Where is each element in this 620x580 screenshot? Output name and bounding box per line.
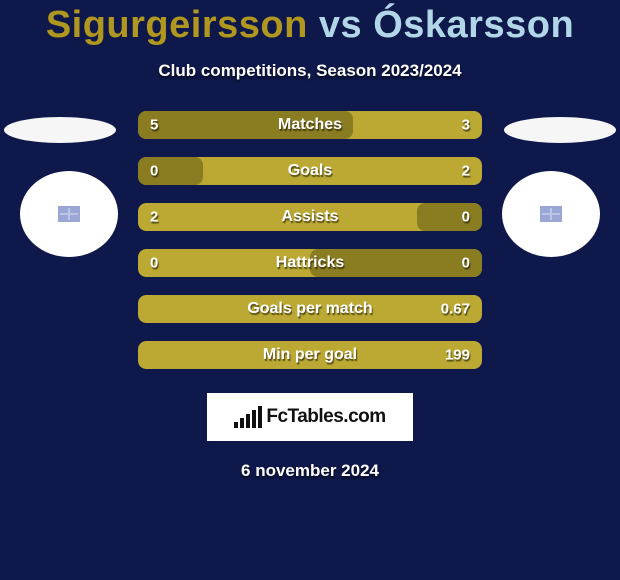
player-a-name: Sigurgeirsson bbox=[46, 4, 308, 46]
stat-value-right: 0 bbox=[462, 209, 470, 226]
stat-bar-label: Goals bbox=[288, 162, 332, 180]
player-a-avatar bbox=[20, 171, 118, 257]
stat-bars: Matches53Goals02Assists20Hattricks00Goal… bbox=[138, 103, 482, 369]
player-b-avatar bbox=[502, 171, 600, 257]
placeholder-image-icon bbox=[540, 206, 562, 222]
comparison-stage: Matches53Goals02Assists20Hattricks00Goal… bbox=[0, 103, 620, 369]
stat-bar-label: Matches bbox=[278, 116, 342, 134]
stat-value-left: 0 bbox=[150, 163, 158, 180]
footer-date: 6 november 2024 bbox=[0, 461, 620, 481]
stat-bar-label: Goals per match bbox=[247, 300, 372, 318]
stat-value-right: 3 bbox=[462, 117, 470, 134]
stat-value-right: 199 bbox=[445, 347, 470, 364]
stat-bar: Hattricks 0 0 bbox=[138, 249, 482, 277]
stat-bar: Assists 2 0 bbox=[138, 203, 482, 231]
stat-value-left: 2 bbox=[150, 209, 158, 226]
stat-bar-label: Assists bbox=[282, 208, 339, 226]
stat-bar: Goals per match 0.67 bbox=[138, 295, 482, 323]
title-vs: vs bbox=[319, 4, 362, 46]
decorative-ellipse-left bbox=[4, 117, 116, 143]
stat-value-right: 2 bbox=[462, 163, 470, 180]
decorative-ellipse-right bbox=[504, 117, 616, 143]
stat-value-left: 0 bbox=[150, 255, 158, 272]
placeholder-image-icon bbox=[58, 206, 80, 222]
stat-bar-label: Min per goal bbox=[263, 346, 357, 364]
comparison-title: Sigurgeirsson vs Óskarsson bbox=[0, 4, 620, 47]
stat-bar-fill bbox=[417, 203, 482, 231]
stat-value-right: 0.67 bbox=[441, 301, 470, 318]
stat-bar-fill bbox=[138, 157, 203, 185]
logo-text: FcTables.com bbox=[266, 406, 385, 428]
stat-value-left: 5 bbox=[150, 117, 158, 134]
stat-bar: Matches 5 3 bbox=[138, 111, 482, 139]
stat-value-right: 0 bbox=[462, 255, 470, 272]
subtitle: Club competitions, Season 2023/2024 bbox=[0, 61, 620, 81]
stat-bar: Min per goal 199 bbox=[138, 341, 482, 369]
stat-bar: Goals 0 2 bbox=[138, 157, 482, 185]
stat-bar-label: Hattricks bbox=[276, 254, 344, 272]
fctables-logo[interactable]: FcTables.com bbox=[207, 393, 413, 441]
player-b-name: Óskarsson bbox=[373, 4, 574, 46]
logo-bar-icon bbox=[234, 406, 262, 428]
